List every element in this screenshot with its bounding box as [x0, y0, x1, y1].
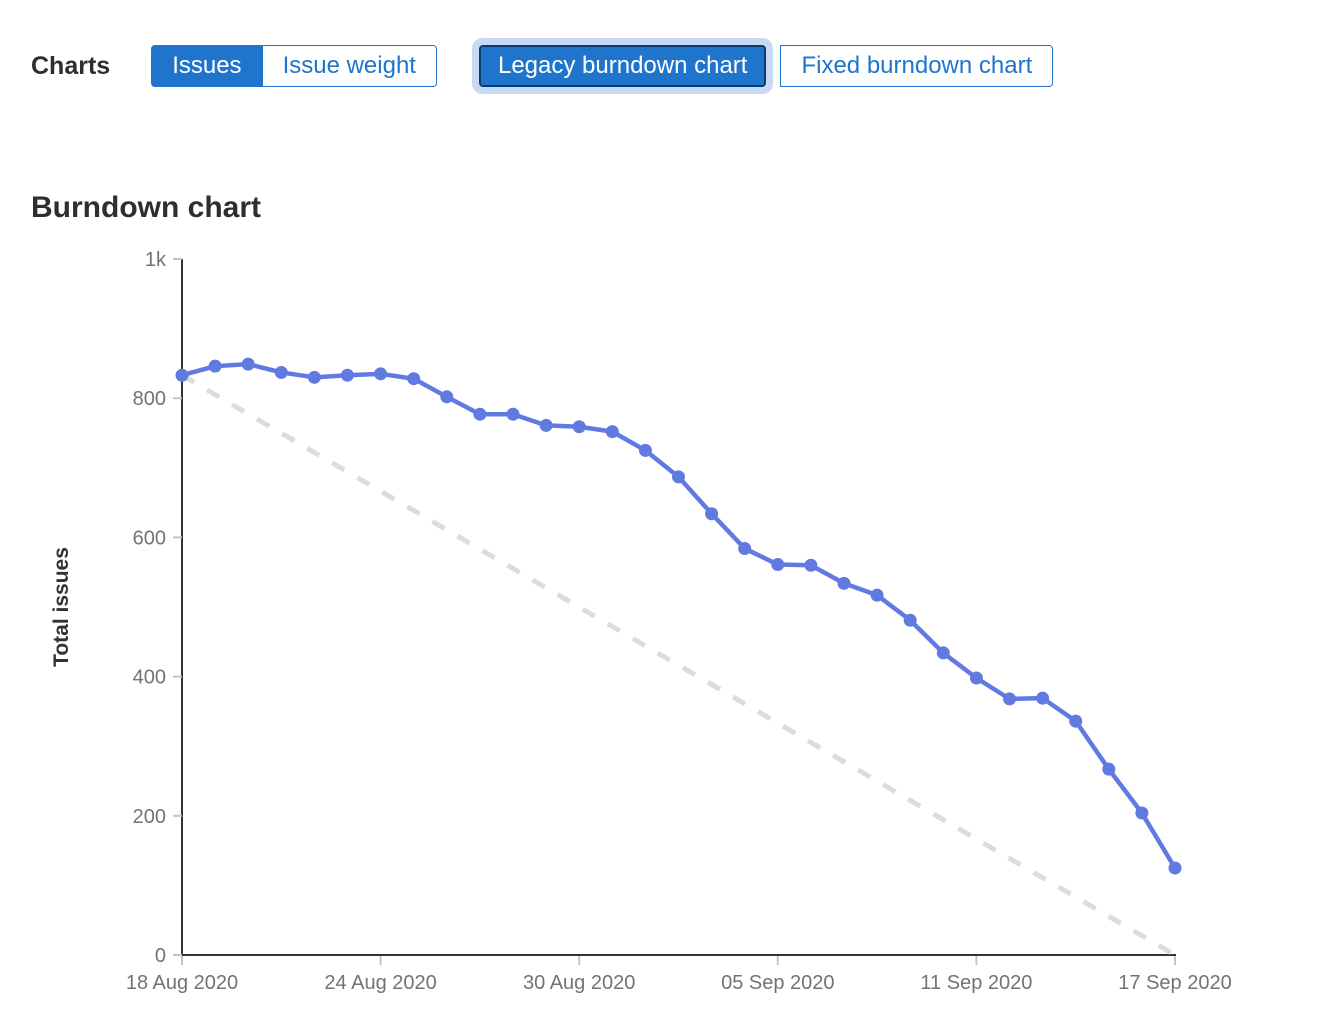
- issues-toggle-button[interactable]: Issues: [151, 45, 263, 87]
- data-point: [771, 558, 785, 572]
- data-point: [175, 368, 189, 382]
- data-point: [672, 470, 685, 484]
- data-point: [506, 407, 520, 421]
- chart-type-toggle-group: Legacy burndown chart Fixed burndown cha…: [478, 45, 1054, 87]
- y-tick-label: 800: [133, 388, 166, 410]
- data-point: [1168, 861, 1182, 875]
- data-point: [638, 443, 652, 457]
- data-point: [274, 365, 288, 379]
- y-axis-title: Total issues: [50, 547, 73, 667]
- axes: 0 200 400 600 800 1k 18 Aug 2020 24 Aug 2020 30 …: [126, 249, 1232, 994]
- charts-label: Charts: [31, 51, 111, 80]
- issues-remaining-series: [175, 357, 1182, 875]
- issue-weight-toggle-button[interactable]: Issue weight: [262, 45, 437, 87]
- y-tick-label: 600: [133, 527, 166, 549]
- data-point: [407, 372, 421, 386]
- data-point: [208, 359, 222, 373]
- data-point: [705, 507, 719, 521]
- data-point: [936, 646, 950, 660]
- data-point: [1036, 691, 1050, 705]
- data-point: [374, 367, 388, 381]
- legacy-burndown-chart-button[interactable]: Legacy burndown chart: [478, 45, 767, 87]
- data-point: [1069, 714, 1083, 728]
- data-point: [804, 558, 818, 572]
- y-tick-label: 400: [133, 667, 166, 689]
- data-point: [1135, 806, 1149, 820]
- y-tick-label: 1k: [145, 249, 167, 271]
- data-point: [870, 588, 884, 602]
- y-tick-label: 0: [155, 945, 166, 967]
- x-tick-label: 05 Sep 2020: [721, 972, 834, 994]
- data-point: [440, 390, 454, 404]
- data-point: [539, 418, 553, 432]
- ideal-burndown-guideline: [180, 373, 1177, 958]
- metric-toggle-group: Issues Issue weight: [151, 45, 437, 87]
- charts-toolbar: Charts Issues Issue weight Legacy burndo…: [31, 45, 1054, 87]
- data-point: [738, 542, 752, 556]
- data-point: [969, 671, 983, 685]
- data-point: [605, 425, 619, 439]
- data-point: [1102, 762, 1116, 776]
- data-point: [341, 368, 354, 382]
- data-point: [903, 613, 917, 627]
- data-point: [572, 420, 586, 434]
- burndown-chart: 0 200 400 600 800 1k 18 Aug 2020 24 Aug 2020 30 …: [50, 249, 1232, 994]
- x-tick-label: 17 Sep 2020: [1118, 972, 1231, 994]
- data-point: [307, 370, 321, 384]
- burndown-line: [179, 361, 1178, 871]
- burndown-chart-title: Burndown chart: [31, 190, 261, 224]
- y-tick-label: 200: [133, 806, 166, 828]
- data-point: [837, 576, 851, 590]
- fixed-burndown-chart-button[interactable]: Fixed burndown chart: [780, 45, 1054, 87]
- data-point: [1003, 692, 1016, 706]
- x-tick-label: 18 Aug 2020: [126, 972, 238, 994]
- data-point: [241, 357, 255, 371]
- x-tick-label: 30 Aug 2020: [523, 972, 635, 994]
- x-tick-label: 11 Sep 2020: [920, 972, 1032, 994]
- x-tick-label: 24 Aug 2020: [324, 972, 436, 994]
- data-point: [473, 407, 487, 421]
